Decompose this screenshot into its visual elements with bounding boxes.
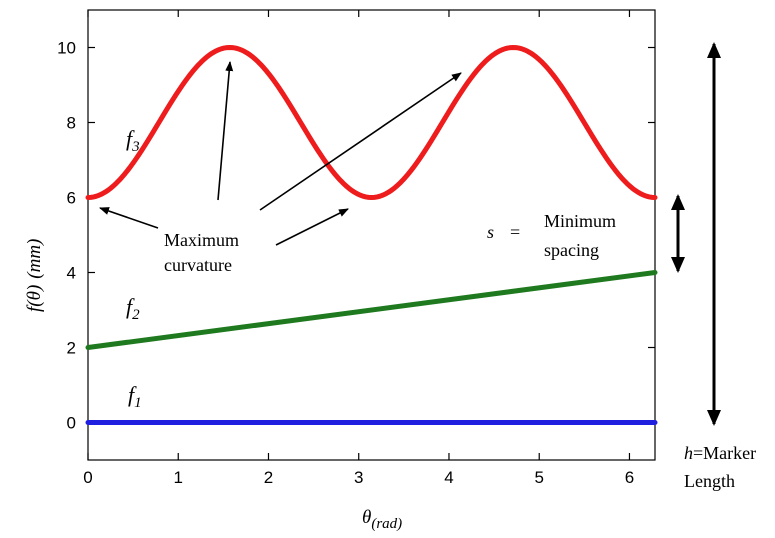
arrow-to-min-middle [275,208,349,246]
y-axis-label: f(θ)(mm) [24,239,45,312]
series-curves [85,45,658,425]
y-tick-label: 0 [67,414,76,433]
plot-area-frame [87,9,656,461]
x-tick-label: 1 [174,468,183,487]
h-text-line2: Length [684,471,735,491]
x-tick-label: 2 [264,468,273,487]
x-tick-label: 4 [444,468,453,487]
s-equals: = [510,222,520,242]
s-text-line2: spacing [544,240,599,260]
x-tick-label: 3 [354,468,363,487]
series-line-f2 [85,270,658,350]
series-label-f3: f3 [126,126,140,155]
h-text-line1: h=Marker [684,443,756,463]
y-tick-label: 10 [57,39,76,58]
s-symbol: s [487,222,494,242]
y-tick-label: 2 [67,339,76,358]
y-tick-label: 8 [67,114,76,133]
series-label-f2: f2 [126,294,140,323]
arrow-to-max-1 [217,61,234,201]
series-line-f3 [85,45,658,200]
x-tick-label: 5 [534,468,543,487]
y-tick-label: 4 [67,264,76,283]
max-curvature-label-line2: curvature [164,255,232,275]
arrow-to-max-2 [259,72,462,211]
s-text-line1: Minimum [544,211,616,231]
x-axis-label: θ(rad) [362,507,402,532]
y-tick-label: 6 [67,189,76,208]
axis-tick-labels: 0 1 2 3 4 5 6 0 2 4 6 8 10 [57,39,634,488]
x-tick-label: 6 [625,468,634,487]
series-label-f1: f1 [128,382,142,411]
arrow-to-min-left [99,207,159,229]
x-tick-label: 0 [83,468,92,487]
max-curvature-label-line1: Maximum [164,230,239,250]
